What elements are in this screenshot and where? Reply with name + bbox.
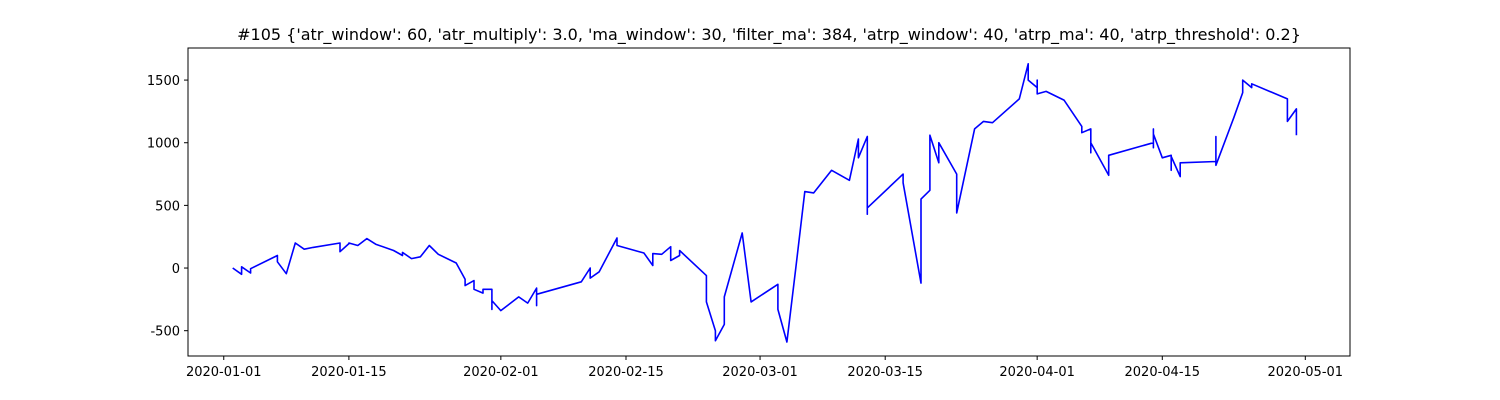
x-tick-label: 2020-02-15 bbox=[588, 365, 664, 380]
y-tick-label: 1000 bbox=[147, 137, 180, 152]
x-tick-label: 2020-03-15 bbox=[847, 365, 923, 380]
plot-frame bbox=[187, 47, 1351, 357]
chart-title: #105 {'atr_window': 60, 'atr_multiply': … bbox=[237, 25, 1301, 45]
x-tick-label: 2020-01-15 bbox=[311, 365, 387, 380]
y-tick-label: 500 bbox=[155, 199, 180, 214]
x-tick-label: 2020-04-01 bbox=[999, 365, 1075, 380]
x-tick-label: 2020-03-01 bbox=[722, 365, 798, 380]
x-tick-label: 2020-05-01 bbox=[1268, 365, 1344, 380]
x-tick-label: 2020-02-01 bbox=[463, 365, 539, 380]
y-tick-label: 0 bbox=[172, 262, 180, 277]
line bbox=[232, 63, 1298, 343]
x-tick-label: 2020-01-01 bbox=[186, 365, 262, 380]
y-tick-label: -500 bbox=[150, 325, 180, 340]
x-tick-label: 2020-04-15 bbox=[1125, 365, 1201, 380]
y-tick-label: 1500 bbox=[147, 74, 180, 89]
